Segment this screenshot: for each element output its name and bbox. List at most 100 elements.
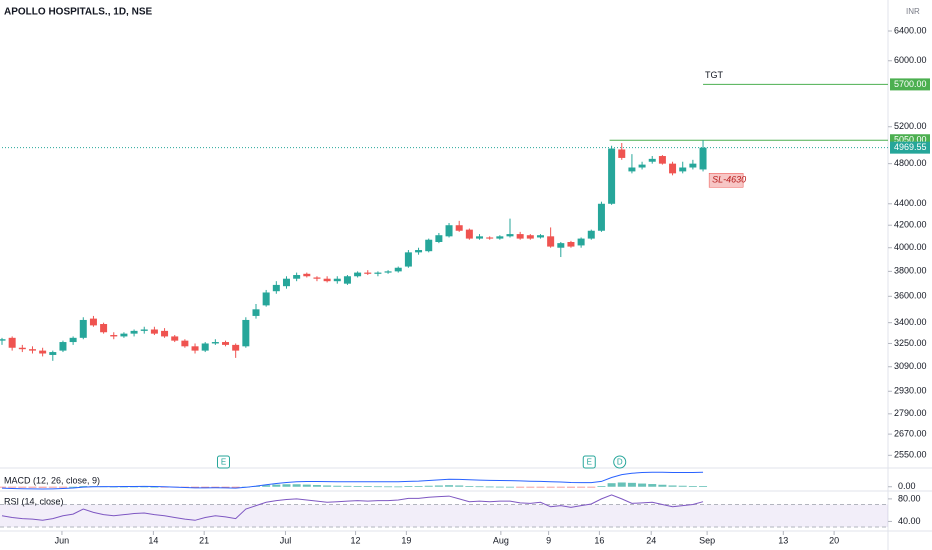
macd-bar (617, 482, 626, 487)
sl-label: SL-4630 (712, 175, 746, 185)
macd-bar (668, 485, 677, 487)
macd-bar (58, 486, 67, 488)
x-tick-label: Sep (699, 535, 715, 545)
candle-body (476, 236, 484, 239)
candle-body (648, 158, 656, 162)
macd-bar (475, 486, 484, 488)
macd-bar (28, 486, 37, 488)
macd-bar (678, 485, 687, 487)
macd-bar (312, 485, 321, 487)
event-label: D (617, 458, 623, 467)
sl-box (708, 173, 744, 188)
candle-body (425, 239, 433, 252)
macd-bar (302, 484, 311, 487)
macd-bar (292, 484, 301, 487)
candle-body (618, 149, 626, 158)
macd-bar (485, 486, 494, 488)
candle-body (354, 272, 362, 277)
y-tick-label: 5200.00 (894, 121, 927, 131)
macd-bar (38, 486, 47, 488)
macd-bar (648, 484, 657, 487)
event-label: E (587, 458, 592, 467)
x-tick-label: 14 (148, 535, 158, 545)
candle-body (465, 229, 473, 239)
candle-body (69, 337, 77, 343)
rsi-tick-label: 40.00 (898, 516, 921, 526)
x-tick-label: 16 (594, 535, 604, 545)
candle-body (0, 339, 6, 341)
macd-bar (191, 486, 200, 488)
x-tick-label: 21 (199, 535, 209, 545)
macd-bar (353, 486, 362, 487)
macd-bar (506, 486, 514, 488)
candle-body (374, 272, 382, 274)
macd-bar (577, 486, 586, 488)
candle-body (689, 163, 697, 168)
candle-body (364, 272, 372, 274)
rsi-label: RSI (14, close) (4, 496, 64, 506)
macd-bar (262, 485, 271, 487)
y-tick-label: 3800.00 (894, 266, 927, 276)
y-tick-label: 2670.00 (894, 428, 927, 438)
candle-body (242, 319, 250, 347)
candle-body (211, 342, 219, 344)
macd-bar (333, 485, 342, 487)
macd-bar (0, 486, 6, 488)
candle-body (333, 278, 341, 282)
y-tick-label: 6400.00 (894, 25, 927, 35)
candle-body (222, 342, 230, 345)
candle-body (49, 352, 57, 355)
macd-bar (231, 486, 240, 488)
candle-body (252, 309, 260, 316)
candle-body (597, 203, 605, 231)
candle-body (445, 225, 453, 237)
macd-bar (201, 486, 210, 488)
macd-bar (566, 486, 575, 488)
candle-body (557, 243, 565, 248)
x-tick-label: 9 (546, 535, 551, 545)
candle-body (293, 275, 301, 279)
candle-body (455, 225, 463, 231)
y-tick-label: 4200.00 (894, 220, 927, 230)
rsi-band (0, 504, 888, 528)
candle-body (18, 347, 26, 350)
candle-body (506, 234, 514, 237)
candle-body (577, 238, 585, 246)
rsi-tick-label: 80.00 (898, 493, 921, 503)
macd-bar (688, 486, 697, 487)
candle-body (496, 236, 504, 239)
y-tick-label: 2790.00 (894, 408, 927, 418)
currency: INR (906, 7, 920, 16)
y-tick-label: 3090.00 (894, 361, 927, 371)
price-label: 4969.55 (894, 142, 927, 152)
macd-bar (18, 486, 27, 488)
x-tick-label: 24 (646, 535, 656, 545)
y-tick-label: 2930.00 (894, 386, 927, 396)
candle-body (79, 319, 87, 338)
level-text: TGT (705, 70, 723, 80)
candle-body (699, 147, 707, 170)
macd-tick-label: 0.00 (898, 481, 916, 491)
macd-label: MACD (12, 26, close, 9) (4, 475, 100, 485)
y-tick-label: 3400.00 (894, 317, 927, 327)
candle-body (628, 167, 636, 172)
macd-bar (556, 486, 565, 488)
macd-bar (221, 486, 230, 488)
price-label-box (890, 78, 930, 91)
macd-bar (597, 486, 606, 487)
candle-body (59, 342, 67, 351)
macd-bar (465, 486, 474, 487)
candle-body (536, 235, 544, 238)
candle-body (130, 330, 138, 334)
candle-body (638, 164, 646, 168)
macd-bar (587, 486, 596, 488)
chart-title: APOLLO HOSPITALS., 1D, NSE (4, 7, 152, 18)
macd-bar (211, 486, 220, 488)
candle-body (39, 350, 47, 354)
macd-bar (627, 482, 636, 487)
candle-body (526, 235, 534, 239)
y-tick-label: 4800.00 (894, 158, 927, 168)
candle-body (201, 343, 209, 351)
y-tick-label: 4400.00 (894, 198, 927, 208)
